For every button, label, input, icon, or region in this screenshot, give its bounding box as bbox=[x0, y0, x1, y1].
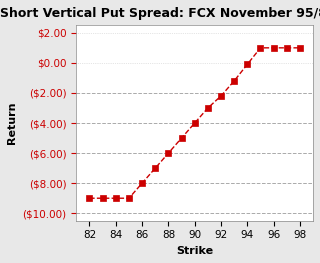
Title: Short Vertical Put Spread: FCX November 95/85 Strikes: Short Vertical Put Spread: FCX November … bbox=[0, 7, 320, 20]
X-axis label: Strike: Strike bbox=[176, 246, 213, 256]
Y-axis label: Return: Return bbox=[7, 102, 17, 144]
